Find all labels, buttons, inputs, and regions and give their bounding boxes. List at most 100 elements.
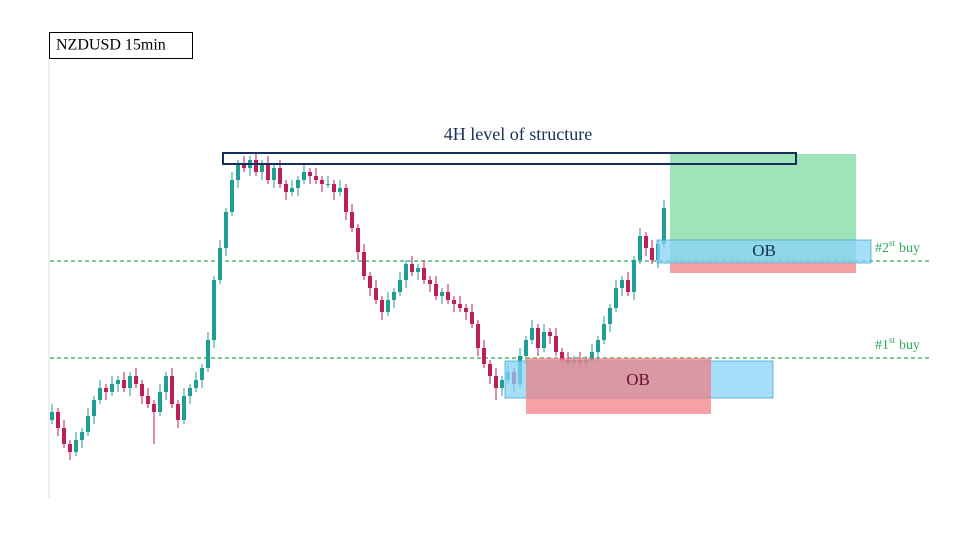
candle-body — [458, 304, 462, 308]
candle-body — [134, 376, 138, 384]
candle-body — [176, 404, 180, 420]
candle-body — [500, 380, 504, 388]
candle-body — [86, 416, 90, 432]
candle-body — [320, 180, 324, 184]
candle-body — [434, 284, 438, 296]
candle-body — [146, 396, 150, 404]
level-sup: st — [889, 335, 896, 345]
candle-body — [422, 268, 426, 280]
candle-body — [116, 380, 120, 384]
candle-body — [530, 328, 534, 340]
candle-body — [140, 384, 144, 396]
candle-body — [428, 280, 432, 284]
candle-body — [602, 324, 606, 340]
candle-body — [188, 388, 192, 396]
levels: #2st buy#1st buy — [50, 238, 930, 359]
candle-body — [410, 264, 414, 272]
candle-body — [296, 180, 300, 188]
level-label: #2st buy — [875, 238, 920, 256]
candle-body — [332, 184, 336, 192]
candle-body — [212, 280, 216, 340]
candle-body — [152, 404, 156, 412]
candle-body — [242, 164, 246, 168]
candle-body — [350, 212, 354, 228]
candle-body — [266, 164, 270, 180]
candle-body — [218, 248, 222, 280]
candle-body — [92, 400, 96, 416]
candle-body — [98, 388, 102, 400]
candle-body — [74, 440, 78, 452]
candle-body — [326, 184, 330, 185]
chart-title: NZDUSD 15min — [56, 37, 166, 54]
level-number: #1 — [875, 338, 889, 353]
candle-body — [254, 160, 258, 172]
candle-body — [62, 428, 66, 444]
candle-body — [290, 188, 294, 192]
candle-body — [392, 292, 396, 300]
candle-body — [590, 352, 594, 360]
candle-body — [482, 348, 486, 364]
ob-label: OB — [752, 241, 776, 260]
candle-body — [272, 168, 276, 180]
level-number: #2 — [875, 241, 889, 256]
candle-body — [110, 384, 114, 392]
candle-body — [200, 368, 204, 380]
candle-body — [662, 208, 666, 244]
candle-body — [620, 280, 624, 288]
candle-body — [596, 340, 600, 352]
level-word: buy — [899, 241, 920, 256]
candle-body — [386, 300, 390, 312]
structure-label: 4H level of structure — [444, 124, 592, 144]
candle-body — [374, 288, 378, 300]
candle-body — [194, 380, 198, 388]
candle-body — [308, 172, 312, 176]
candle-body — [398, 280, 402, 292]
level-label: #1st buy — [875, 335, 920, 353]
candle-body — [440, 292, 444, 296]
candle-body — [50, 412, 54, 420]
ob-label: OB — [626, 370, 650, 389]
candle-body — [170, 376, 174, 404]
level-sup: st — [889, 238, 896, 248]
candle-body — [182, 396, 186, 420]
candle-body — [476, 324, 480, 348]
candle-body — [632, 260, 636, 292]
candle-body — [302, 172, 306, 180]
candle-body — [278, 168, 282, 184]
candle-body — [536, 328, 540, 348]
candle-body — [446, 292, 450, 300]
candle-body — [548, 332, 552, 336]
structure-box — [222, 152, 797, 165]
candle-body — [158, 392, 162, 412]
candle-body — [608, 308, 612, 324]
candle-body — [104, 388, 108, 392]
candle-body — [122, 380, 126, 388]
candle-body — [368, 276, 372, 288]
candle-body — [80, 432, 84, 440]
candle-body — [356, 228, 360, 252]
stop-zone — [670, 263, 856, 273]
candle-body — [644, 236, 648, 248]
candle-body — [338, 188, 342, 192]
candle-body — [260, 164, 264, 172]
candle-body — [206, 340, 210, 368]
candle-body — [554, 336, 558, 352]
candle-body — [344, 188, 348, 212]
candle-body — [362, 252, 366, 276]
candle-body — [524, 340, 528, 356]
candle-body — [128, 376, 132, 388]
title-box — [49, 32, 193, 59]
candle-body — [416, 268, 420, 272]
candle-body — [452, 300, 456, 304]
candle-body — [56, 412, 60, 428]
candle-body — [68, 444, 72, 452]
candle-body — [614, 288, 618, 308]
candle-body — [404, 264, 408, 280]
candle-body — [494, 376, 498, 388]
candle-body — [470, 312, 474, 324]
candle-body — [542, 332, 546, 348]
candle-body — [638, 236, 642, 260]
candle-body — [224, 212, 228, 248]
candle-body — [164, 376, 168, 392]
